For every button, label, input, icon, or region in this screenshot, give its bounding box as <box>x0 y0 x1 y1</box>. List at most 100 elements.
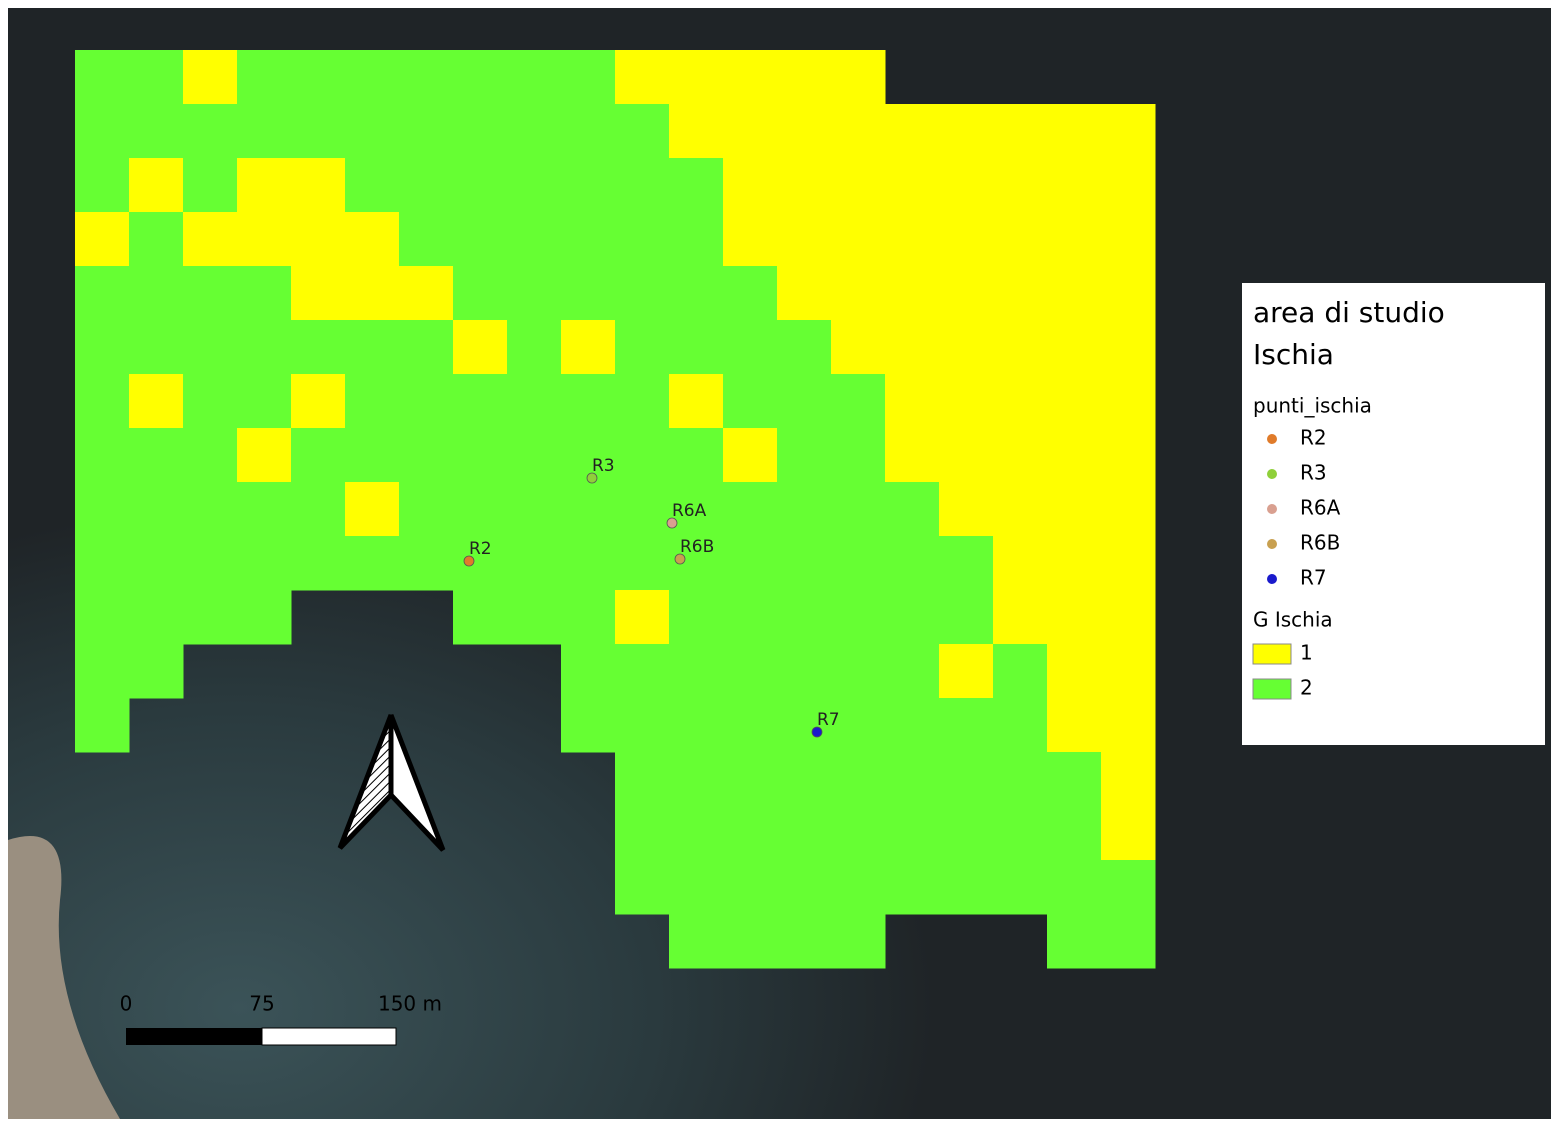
grid-cell <box>183 374 238 429</box>
grid-cell <box>885 698 940 753</box>
grid-cell <box>615 212 670 267</box>
grid-cell <box>561 266 616 321</box>
grid-cell <box>345 320 400 375</box>
grid-cell <box>831 752 886 807</box>
grid-cell <box>993 428 1048 483</box>
grid-cell <box>885 104 940 159</box>
grid-cell <box>183 212 238 267</box>
grid-cell <box>129 266 184 321</box>
grid-cell <box>453 158 508 213</box>
grid-cell <box>777 482 832 537</box>
grid-cell <box>615 698 670 753</box>
grid-cell <box>291 320 346 375</box>
sample-point <box>666 517 678 529</box>
grid-cell <box>777 914 832 969</box>
grid-cell <box>831 806 886 861</box>
grid-cell <box>345 482 400 537</box>
grid-cell <box>777 50 832 105</box>
grid-cell <box>939 806 994 861</box>
grid-cell <box>777 536 832 591</box>
grid-cell <box>777 212 832 267</box>
legend-group: G Ischia <box>1253 608 1333 632</box>
grid-cell <box>885 590 940 645</box>
grid-cell <box>345 158 400 213</box>
grid-cell <box>561 482 616 537</box>
grid-cell <box>1047 212 1102 267</box>
grid-cell <box>885 644 940 699</box>
grid-cell <box>75 104 130 159</box>
grid-cell <box>237 50 292 105</box>
grid-cell <box>237 104 292 159</box>
grid-cell <box>777 374 832 429</box>
grid-cell <box>993 320 1048 375</box>
point-label: R2 <box>469 539 492 559</box>
grid-cell <box>615 644 670 699</box>
grid-cell <box>669 320 724 375</box>
grid-cell <box>885 266 940 321</box>
grid-cell <box>993 158 1048 213</box>
grid-cell <box>993 374 1048 429</box>
grid-cell <box>75 428 130 483</box>
grid-cell <box>1101 212 1156 267</box>
grid-cell <box>453 536 508 591</box>
grid-cell <box>831 158 886 213</box>
grid-cell <box>1101 158 1156 213</box>
grid-cell <box>777 104 832 159</box>
grid-cell <box>993 590 1048 645</box>
grid-cell <box>561 158 616 213</box>
grid-cell <box>399 212 454 267</box>
grid-cell <box>615 482 670 537</box>
grid-cell <box>777 266 832 321</box>
grid-cell <box>615 752 670 807</box>
grid-cell <box>75 536 130 591</box>
grid-cell <box>777 590 832 645</box>
grid-cell <box>777 320 832 375</box>
grid-cell <box>885 806 940 861</box>
grid-cell <box>723 482 778 537</box>
grid-cell <box>939 482 994 537</box>
grid-cell <box>507 482 562 537</box>
grid-cell <box>723 860 778 915</box>
scale-segment <box>261 1027 397 1046</box>
grid-cell <box>291 536 346 591</box>
grid-cell <box>1047 158 1102 213</box>
grid-cell <box>831 212 886 267</box>
grid-cell <box>1047 590 1102 645</box>
grid-cell <box>1101 806 1156 861</box>
grid-cell <box>129 374 184 429</box>
grid-cell <box>1047 806 1102 861</box>
scale-label: 0 <box>120 992 133 1016</box>
grid-cell <box>669 266 724 321</box>
grid-cell <box>345 428 400 483</box>
point-label: R6B <box>680 537 714 557</box>
grid-cell <box>615 806 670 861</box>
grid-cell <box>291 104 346 159</box>
grid-cell <box>885 752 940 807</box>
grid-cell <box>723 212 778 267</box>
beach <box>8 836 120 1119</box>
grid-cell <box>453 104 508 159</box>
grid-cell <box>615 104 670 159</box>
grid-cell <box>1047 698 1102 753</box>
grid-cell <box>75 698 130 753</box>
scale-bar: 0 75 150 m <box>120 992 442 1046</box>
grid-cell <box>885 320 940 375</box>
grid-cell <box>129 50 184 105</box>
grid-cell <box>723 428 778 483</box>
legend-label: R2 <box>1300 426 1327 450</box>
grid-cell <box>669 914 724 969</box>
grid-cell <box>183 158 238 213</box>
grid-cell <box>723 104 778 159</box>
scale-segment <box>126 1028 262 1045</box>
grid-cell <box>993 644 1048 699</box>
grid-cell <box>669 644 724 699</box>
grid-cell <box>129 158 184 213</box>
grid-cell <box>75 644 130 699</box>
grid-cell <box>561 590 616 645</box>
grid-cell <box>183 590 238 645</box>
grid-cell <box>993 698 1048 753</box>
legend: area di studio Ischia punti_ischia G Isc… <box>1242 283 1545 745</box>
grid-cell <box>615 536 670 591</box>
grid-cell <box>939 104 994 159</box>
grid-cell <box>615 860 670 915</box>
